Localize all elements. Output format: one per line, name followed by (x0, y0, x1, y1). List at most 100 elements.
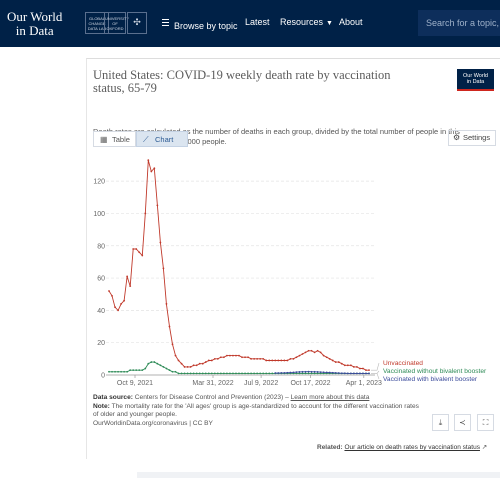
learn-more-link[interactable]: Learn more about this data (290, 394, 370, 401)
data-point (222, 372, 225, 375)
data-point (304, 372, 307, 375)
data-point (259, 357, 262, 360)
data-point (114, 306, 116, 309)
data-point (165, 367, 168, 370)
related-line: Related: Our article on death rates by v… (317, 444, 488, 451)
data-point (171, 370, 174, 373)
footer-strip (137, 472, 500, 478)
external-link-icon: ↗ (481, 444, 488, 451)
gear-icon: ⚙ (453, 133, 461, 142)
data-point (129, 369, 132, 372)
data-point (349, 364, 352, 367)
data-point (362, 372, 364, 375)
data-point (226, 354, 228, 357)
data-point (120, 303, 122, 305)
data-point (280, 359, 283, 362)
y-tick-label: 100 (93, 211, 105, 218)
data-point (132, 248, 135, 250)
nav-resources[interactable]: Resources ▼ (280, 17, 333, 27)
data-point (328, 357, 331, 360)
data-point (271, 372, 274, 375)
data-point (162, 267, 165, 270)
data-point (343, 372, 346, 375)
data-point (229, 354, 231, 357)
data-point (195, 364, 198, 367)
data-point (222, 356, 225, 359)
data-point (265, 359, 268, 362)
nav-latest[interactable]: Latest (245, 17, 270, 27)
data-point (280, 372, 283, 374)
data-point (316, 349, 319, 352)
owid-logo[interactable]: Our World in Data (7, 10, 62, 38)
data-point (274, 372, 277, 374)
data-point (295, 372, 298, 375)
data-point (198, 372, 201, 375)
legend-label: Vaccinated without bivalent booster (383, 368, 487, 375)
oxford-logo[interactable]: UNIVERSITY OF OXFORD (104, 12, 129, 34)
data-point (337, 372, 340, 374)
search-input[interactable]: Search for a topic, cha (418, 10, 500, 36)
data-point (153, 361, 156, 363)
nav-about[interactable]: About (339, 17, 363, 27)
related-article-link[interactable]: Our article on death rates by vaccinatio… (344, 444, 480, 451)
data-point (316, 372, 319, 375)
data-point (213, 357, 216, 360)
data-point (356, 366, 358, 368)
data-point (192, 372, 195, 375)
data-point (262, 357, 265, 360)
data-point (241, 372, 243, 375)
y-tick-label: 20 (97, 340, 105, 347)
data-point (141, 369, 144, 372)
x-tick-label: Apr 1, 2023 (346, 380, 382, 387)
data-point (226, 372, 228, 375)
data-point (159, 364, 162, 367)
data-point (310, 370, 313, 373)
data-point (340, 362, 343, 365)
data-point (356, 372, 358, 375)
logo-line1: Our World (7, 9, 63, 24)
data-point (304, 370, 307, 373)
data-point (156, 362, 159, 365)
data-point (108, 370, 110, 373)
fullscreen-button[interactable]: ⛶ (477, 414, 494, 431)
data-point (304, 351, 307, 354)
data-point (253, 357, 256, 360)
data-point (156, 204, 159, 207)
data-point (135, 248, 138, 250)
data-point (368, 372, 370, 375)
data-point (138, 251, 141, 254)
data-point (123, 299, 126, 302)
data-point (307, 370, 310, 373)
tab-table[interactable]: ▦ Table (93, 131, 136, 147)
data-point (337, 361, 340, 363)
share-button[interactable]: ≺ (454, 414, 471, 431)
data-point (216, 357, 219, 360)
data-point (186, 372, 189, 375)
data-point (150, 361, 153, 363)
tab-chart[interactable]: ⟋ Chart (136, 131, 188, 147)
nav-browse-by-topic[interactable]: Browse by topic (162, 17, 238, 31)
source-label: Data source: (93, 394, 133, 401)
data-point (153, 167, 156, 170)
settings-button[interactable]: ⚙ Settings (448, 130, 496, 146)
download-icon: ⤓ (438, 418, 443, 427)
data-point (368, 369, 370, 372)
owid-badge[interactable]: Our World in Data (457, 69, 494, 91)
data-point (298, 371, 301, 373)
partner-icon[interactable]: ✣ (127, 12, 147, 34)
data-point (159, 241, 162, 244)
data-point (120, 370, 122, 373)
data-point (286, 371, 289, 374)
data-point (277, 359, 280, 362)
data-point (292, 357, 295, 360)
x-tick-label: Jul 9, 2022 (244, 380, 278, 387)
global-change-data-lab-logo[interactable]: GLOBAL CHANGE DATA LAB (85, 12, 109, 34)
download-button[interactable]: ⤓ (432, 414, 449, 431)
license-text[interactable]: OurWorldinData.org/coronavirus | CC BY (93, 420, 213, 427)
data-point (144, 212, 147, 215)
data-point (346, 372, 349, 375)
data-point (319, 351, 322, 354)
data-point (319, 371, 322, 373)
data-point (183, 372, 186, 375)
data-point (162, 366, 165, 368)
